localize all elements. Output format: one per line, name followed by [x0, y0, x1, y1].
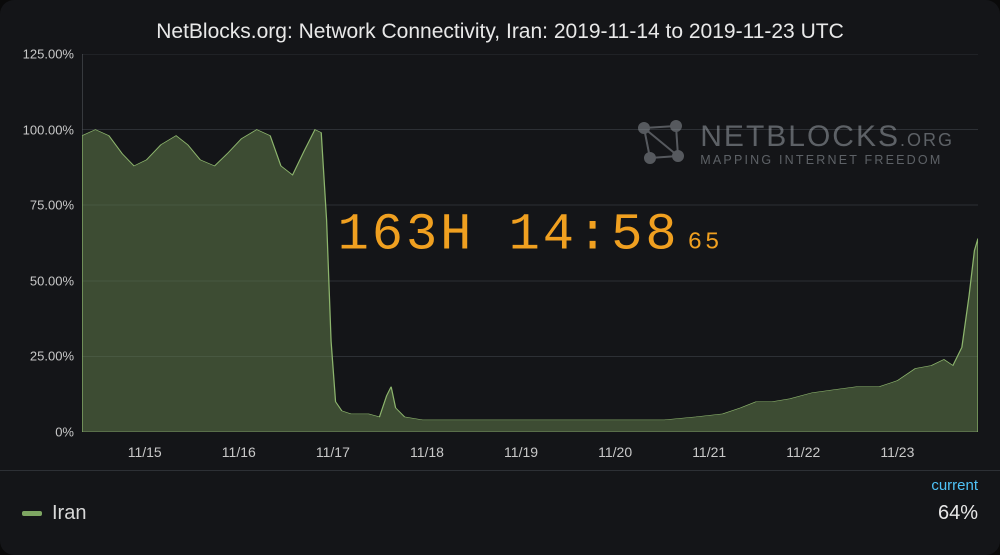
y-tick-label: 125.00% [23, 47, 74, 62]
x-tick-label: 11/23 [880, 444, 914, 460]
x-tick-label: 11/22 [786, 444, 820, 460]
x-tick-label: 11/16 [222, 444, 256, 460]
y-tick-label: 25.00% [30, 349, 74, 364]
x-tick-label: 11/18 [410, 444, 444, 460]
x-tick-label: 11/21 [692, 444, 726, 460]
plot-region: NETBLOCKS.ORG MAPPING INTERNET FREEDOM 1… [82, 54, 978, 432]
legend-header: current [16, 475, 984, 496]
chart-area: 0%25.00%50.00%75.00%100.00%125.00% [10, 54, 990, 466]
series-swatch [22, 511, 42, 516]
chart-title: NetBlocks.org: Network Connectivity, Ira… [10, 6, 990, 50]
x-tick-label: 11/19 [504, 444, 538, 460]
x-tick-label: 11/15 [128, 444, 162, 460]
y-tick-label: 50.00% [30, 273, 74, 288]
series-current-value: 64% [938, 502, 978, 525]
chart-panel: NetBlocks.org: Network Connectivity, Ira… [0, 0, 1000, 555]
y-tick-label: 0% [55, 425, 74, 440]
x-tick-label: 11/17 [316, 444, 350, 460]
y-axis: 0%25.00%50.00%75.00%100.00%125.00% [10, 54, 80, 432]
legend-row: Iran 64% [16, 496, 984, 531]
legend: current Iran 64% [0, 470, 1000, 531]
x-axis: 11/15 11/16 11/17 11/18 11/19 11/20 11/21 11/22… [82, 438, 978, 466]
y-tick-label: 100.00% [23, 122, 74, 137]
series-label: Iran [52, 502, 86, 525]
y-tick-label: 75.00% [30, 198, 74, 213]
x-tick-label: 11/20 [598, 444, 632, 460]
